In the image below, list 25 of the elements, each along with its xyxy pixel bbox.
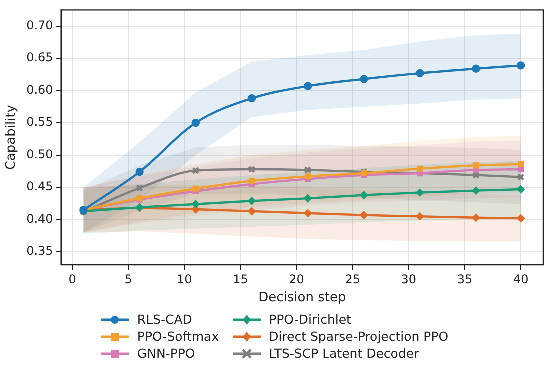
x-tick-label: 15 — [233, 272, 248, 286]
y-axis-title: Capability — [4, 104, 20, 170]
x-tick-label: 10 — [177, 272, 192, 286]
x-tick-label: 0 — [68, 272, 76, 286]
y-tick-label: 0.55 — [26, 115, 54, 130]
legend-label: PPO-Dirichlet — [269, 312, 352, 327]
x-tick-label: 5 — [124, 272, 132, 286]
x-tick-label: 25 — [345, 272, 361, 286]
y-tick-label: 0.65 — [26, 50, 54, 65]
y-tick-label: 0.70 — [26, 18, 54, 32]
x-tick-label: 35 — [457, 272, 473, 286]
y-tick-label: 0.50 — [26, 147, 54, 162]
x-tick-label: 30 — [401, 272, 417, 286]
y-tick-label: 0.40 — [26, 212, 54, 226]
legend-label: Direct Sparse-Projection PPO — [269, 329, 449, 344]
y-tick-label: 0.35 — [26, 244, 54, 258]
legend-label: LTS-SCP Latent Decoder — [269, 346, 420, 361]
legend-label: PPO-Softmax — [137, 329, 220, 344]
legend-label: RLS-CAD — [137, 312, 192, 327]
y-tick-label: 0.45 — [26, 180, 54, 194]
x-tick-label: 40 — [513, 272, 529, 286]
x-tick-label: 20 — [289, 272, 304, 286]
legend-label: GNN-PPO — [137, 346, 196, 361]
y-tick-label: 0.60 — [26, 82, 54, 97]
x-axis-title: Decision step — [258, 290, 346, 306]
